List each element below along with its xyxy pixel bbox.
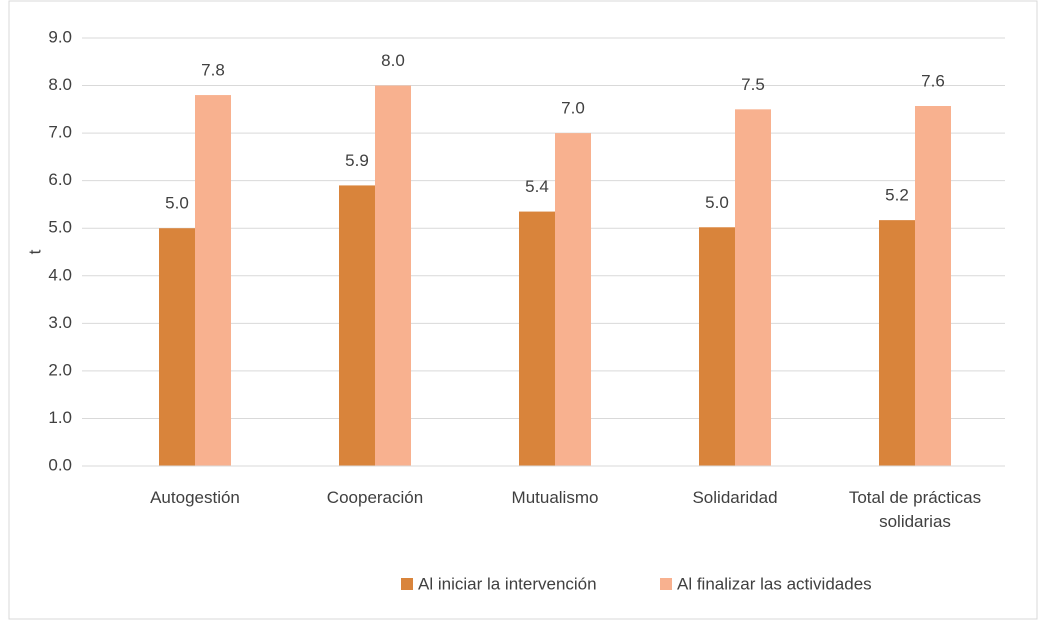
bar [159, 228, 195, 466]
data-label: 5.9 [345, 151, 369, 170]
bar [735, 109, 771, 466]
data-label: 5.4 [525, 177, 549, 196]
bar [339, 185, 375, 466]
data-label: 5.2 [885, 186, 909, 205]
legend-label: Al iniciar la intervención [418, 574, 597, 593]
y-axis-label: t [25, 249, 44, 254]
legend-swatch [401, 578, 413, 590]
y-tick-label: 3.0 [48, 313, 72, 332]
data-label: 5.0 [705, 193, 729, 212]
bar [699, 227, 735, 466]
legend-label: Al finalizar las actividades [677, 574, 872, 593]
x-tick-label: Cooperación [326, 488, 424, 507]
x-tick-label: Solidaridad [692, 488, 778, 507]
bar [879, 220, 915, 466]
y-tick-label: 4.0 [48, 265, 72, 284]
x-tick-label: Autogestión [150, 488, 240, 507]
x-tick-label: Mutualismo [511, 488, 599, 507]
y-tick-label: 9.0 [48, 27, 72, 46]
y-tick-label: 0.0 [48, 455, 72, 474]
bar [915, 106, 951, 466]
chart-border [8, 0, 1038, 620]
y-tick-label: 5.0 [48, 218, 72, 237]
y-tick-label: 7.0 [48, 123, 72, 142]
y-tick-label: 8.0 [48, 75, 72, 94]
bar [519, 211, 555, 466]
data-label: 7.0 [561, 99, 585, 118]
bar [555, 133, 591, 466]
legend-swatch [660, 578, 672, 590]
y-tick-label: 6.0 [48, 170, 72, 189]
data-label: 7.8 [201, 61, 225, 80]
data-label: 5.0 [165, 194, 189, 213]
bar [195, 95, 231, 467]
data-label: 8.0 [381, 51, 405, 70]
bar [375, 85, 411, 467]
x-tick-label: Total de prácticas solidarias [848, 488, 982, 531]
data-label: 7.5 [741, 75, 765, 94]
data-label: 7.6 [921, 71, 945, 90]
y-tick-label: 2.0 [48, 360, 72, 379]
y-tick-label: 1.0 [48, 408, 72, 427]
